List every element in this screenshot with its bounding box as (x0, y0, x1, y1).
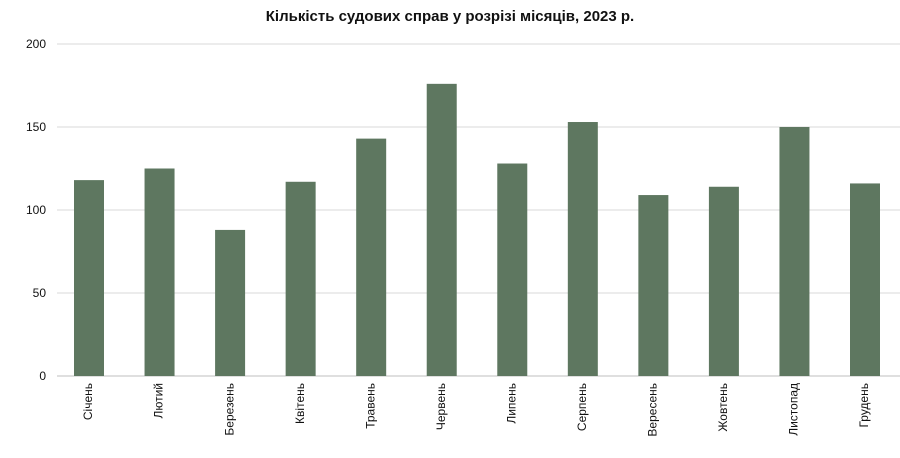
x-tick-label: Травень (363, 383, 377, 429)
x-tick-label: Квітень (293, 383, 307, 424)
bar (285, 181, 316, 376)
bar (779, 127, 810, 376)
y-tick-label: 100 (26, 203, 46, 217)
chart-title: Кількість судових справ у розрізі місяці… (265, 8, 635, 25)
x-tick-label: Січень (81, 383, 95, 420)
y-tick-label: 0 (39, 369, 46, 383)
bar (74, 180, 104, 376)
x-axis-ticks: Січень Лютий Березень Квітень Травень Червень… (81, 383, 871, 437)
y-tick-label: 150 (26, 120, 46, 134)
bars (74, 83, 880, 377)
bar (497, 163, 528, 376)
y-tick-label: 50 (33, 286, 47, 300)
x-tick-label: Серпень (575, 383, 589, 431)
x-tick-label: Липень (504, 383, 518, 424)
x-tick-label: Грудень (857, 383, 871, 428)
bar (215, 229, 246, 376)
x-tick-label: Листопад (787, 383, 801, 436)
x-tick-label: Червень (434, 383, 448, 430)
y-axis-ticks: 0 50 100 150 200 (26, 37, 46, 383)
bar (708, 186, 739, 376)
gridlines (57, 43, 900, 377)
bar (144, 168, 175, 376)
x-tick-label: Березень (222, 383, 236, 436)
x-tick-label: Лютий (152, 383, 166, 419)
y-tick-label: 200 (26, 37, 46, 51)
bar (638, 195, 669, 376)
bar (850, 183, 880, 376)
bar (567, 122, 598, 377)
bar (426, 83, 457, 376)
x-tick-label: Жовтень (716, 383, 730, 432)
bar (356, 138, 387, 376)
x-tick-label: Вересень (646, 383, 660, 437)
